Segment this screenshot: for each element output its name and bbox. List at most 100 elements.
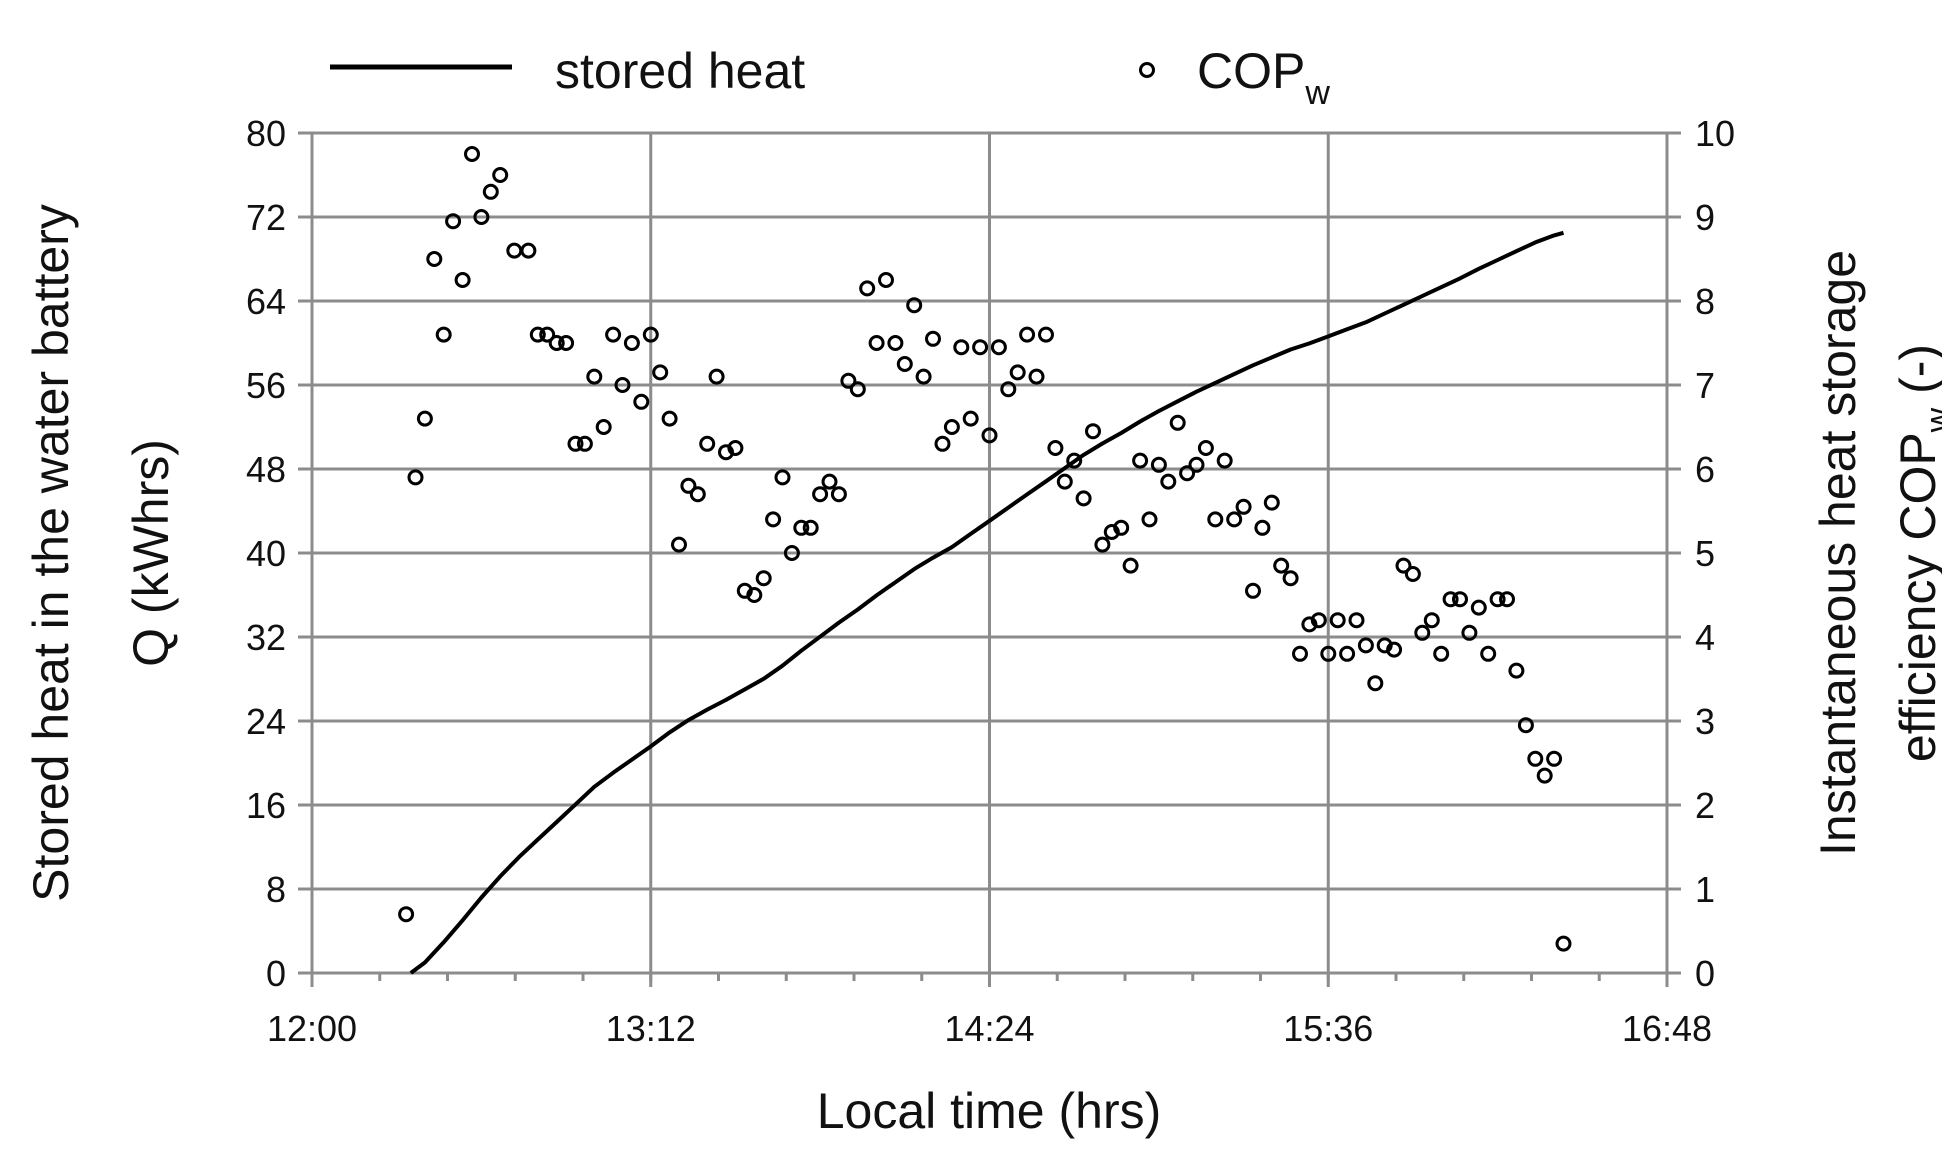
y-right-tick-label: 4 (1695, 617, 1715, 658)
cop-point (1000, 381, 1017, 398)
cop-point (755, 570, 772, 587)
cop-point (567, 435, 584, 452)
y-right-tick-label: 7 (1695, 365, 1715, 406)
cop-point (1207, 511, 1224, 528)
cop-point (830, 486, 847, 503)
cop-point (1282, 570, 1299, 587)
x-tick-label: 14:24 (944, 1008, 1034, 1049)
cop-point (454, 272, 471, 288)
cop-point (1047, 440, 1064, 456)
y-left-axis-title-line2: Q (kWhrs) (123, 439, 179, 667)
cop-point (1499, 591, 1515, 608)
stored-heat-series (409, 230, 1565, 975)
cop-point (1386, 641, 1403, 658)
cop-point (1122, 557, 1139, 574)
y-left-tick-label: 72 (246, 197, 286, 238)
cop-point (680, 477, 697, 494)
cop-point (1508, 662, 1525, 679)
cop-point (887, 335, 904, 351)
cop-point (1169, 414, 1186, 431)
y-left-axis-title-line1: Stored heat in the water battery (23, 204, 79, 902)
cop-point (576, 435, 593, 452)
y-right-tick-label: 3 (1695, 701, 1715, 742)
cop-point (1273, 557, 1290, 574)
y-right-tick-label: 8 (1695, 281, 1715, 322)
cop-point (934, 435, 951, 452)
cop-point (1348, 612, 1365, 629)
y-left-tick-label: 56 (246, 365, 286, 406)
y-right-tick-label: 10 (1695, 113, 1735, 154)
cop-point (1292, 645, 1308, 662)
y-right-tick-label: 1 (1695, 869, 1715, 910)
cop-point (1226, 511, 1243, 528)
cop-point (962, 410, 979, 427)
cop-point (605, 326, 622, 343)
cop-point (652, 364, 669, 381)
cop-point (407, 469, 424, 486)
cop-point (981, 427, 998, 444)
cop-point (1085, 423, 1101, 440)
y-left-tick-label: 64 (246, 281, 286, 322)
cop-point (473, 209, 490, 225)
cop-point (1235, 498, 1252, 515)
y-right-tick-label: 0 (1695, 953, 1715, 994)
cop-point (1423, 612, 1440, 629)
cop-point (1179, 465, 1196, 482)
cop-point (1094, 536, 1111, 553)
cop-point (1245, 582, 1261, 599)
cop-point (416, 410, 433, 427)
cop-point (1470, 599, 1487, 616)
cop-point (1480, 645, 1497, 662)
cop-point (1433, 645, 1450, 662)
cop-point (1404, 566, 1421, 582)
cop-point (708, 368, 725, 385)
cop-point (426, 251, 443, 267)
cop-point (774, 469, 791, 486)
cop-point (1527, 750, 1544, 767)
y-left-tick-label: 48 (246, 449, 286, 490)
legend-marker-label-sub: w (1304, 74, 1330, 112)
cop-point (1452, 591, 1468, 608)
axis-ticks (298, 131, 1681, 987)
cop-point (812, 486, 829, 503)
cop-point (868, 335, 885, 351)
cop-point (1517, 717, 1534, 734)
cop-point (1263, 494, 1280, 511)
cop-point (398, 906, 415, 923)
cop-point (906, 297, 923, 314)
cop-point (699, 435, 716, 452)
cop-point (1320, 645, 1337, 662)
cop-point (943, 419, 960, 435)
x-tick-label: 13:12 (606, 1008, 696, 1049)
cop-point (1329, 612, 1346, 629)
x-tick-label: 12:00 (267, 1008, 357, 1049)
cop-point (840, 372, 857, 389)
cop-point (925, 330, 941, 347)
y-left-tick-label: 16 (246, 785, 286, 826)
y-right-tick-label: 5 (1695, 533, 1715, 574)
cop-point (765, 511, 782, 528)
x-axis-title: Local time (hrs) (817, 1083, 1162, 1139)
cop-point (821, 473, 838, 490)
cop-point (689, 486, 706, 503)
x-tick-label: 16:48 (1622, 1008, 1712, 1049)
cop-point (539, 326, 556, 343)
cop-point (972, 339, 989, 356)
cop-point (953, 339, 970, 356)
cop-point (661, 410, 678, 427)
legend: stored heat COPw (330, 43, 1330, 112)
y-left-axis-title: Stored heat in the water battery Q (kWhr… (23, 204, 179, 902)
cop-point (1555, 935, 1572, 952)
cop-series (398, 146, 1572, 952)
y-right-tick-label: 9 (1695, 197, 1715, 238)
legend-marker-label: COPw (1197, 43, 1330, 112)
x-tick-label: 15:36 (1283, 1008, 1373, 1049)
y-right-axis-title-line1: Instantaneous heat storage (1810, 250, 1866, 856)
cop-point (1066, 452, 1083, 469)
cop-point (558, 335, 575, 351)
cop-point (492, 167, 509, 183)
cop-point (1367, 675, 1384, 692)
cop-point (1461, 624, 1478, 641)
cop-point (1028, 368, 1045, 385)
